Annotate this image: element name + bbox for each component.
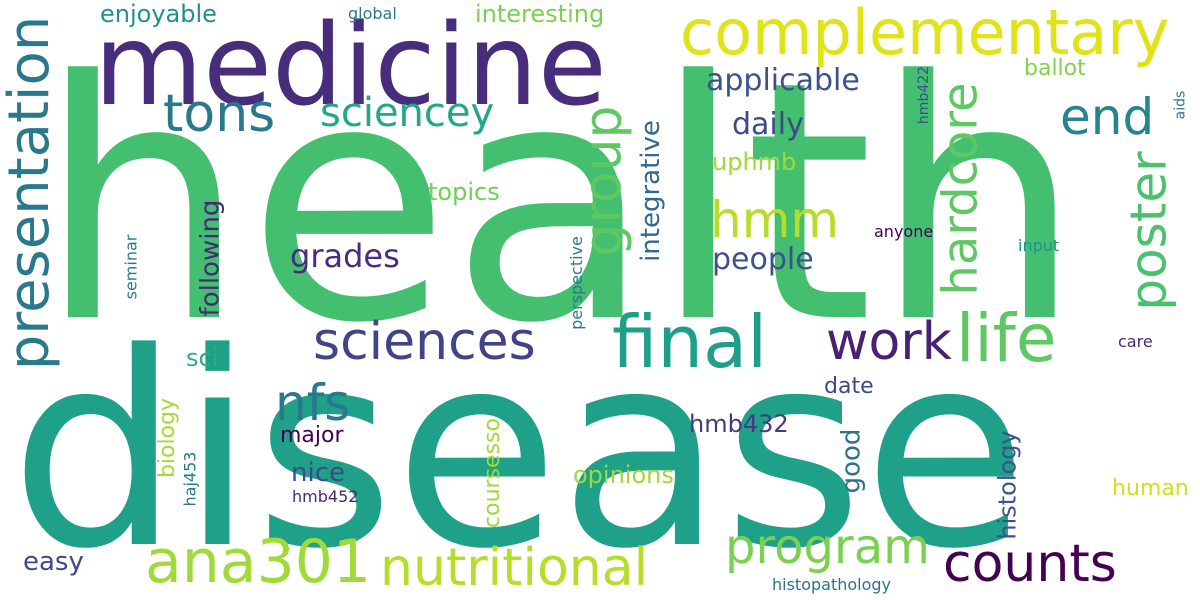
word-group: group — [573, 105, 634, 257]
word-input: input — [1018, 236, 1060, 255]
word-grades: grades — [290, 237, 400, 275]
word-program: program — [725, 519, 930, 575]
word-easy: easy — [23, 547, 84, 577]
word-nice: nice — [291, 458, 345, 488]
word-date: date — [824, 374, 874, 399]
word-haj453: haj453 — [180, 451, 200, 507]
word-hmb452: hmb452 — [292, 487, 359, 506]
word-tons: tons — [163, 84, 276, 144]
word-ballot: ballot — [1024, 56, 1086, 81]
word-people: people — [712, 242, 814, 277]
word-final: final — [612, 300, 768, 384]
word-aids: aids — [1172, 90, 1189, 120]
word-disease: disease — [10, 296, 1028, 600]
word-anyone: anyone — [874, 222, 934, 241]
word-sci: sci — [186, 344, 219, 372]
word-nfs: nfs — [275, 374, 351, 432]
word-seminar: seminar — [121, 234, 141, 300]
word-daily: daily — [732, 107, 804, 142]
word-histology: histology — [993, 430, 1022, 540]
word-good: good — [836, 428, 867, 494]
word-human: human — [1112, 476, 1189, 501]
word-coursesso: coursesso — [479, 418, 505, 528]
word-counts: counts — [943, 534, 1117, 594]
word-uphmb: uphmb — [712, 148, 797, 176]
word-life: life — [956, 300, 1057, 377]
word-hmb422: hmb422 — [916, 65, 933, 125]
word-hmb432: hmb432 — [689, 410, 789, 438]
word-hardcore: hardcore — [932, 82, 989, 296]
word-complementary: complementary — [680, 0, 1170, 69]
word-nutritional: nutritional — [380, 538, 649, 598]
word-perspective: perspective — [566, 236, 586, 330]
word-global: global — [348, 4, 397, 23]
word-care: care — [1118, 332, 1153, 351]
word-enjoyable: enjoyable — [100, 0, 217, 28]
word-integrative: integrative — [635, 120, 666, 262]
word-end: end — [1060, 88, 1155, 146]
word-sciencey: sciencey — [320, 90, 495, 136]
word-health: health — [38, 11, 1083, 395]
word-work: work — [826, 312, 952, 372]
word-interesting: interesting — [475, 0, 605, 28]
word-applicable: applicable — [706, 63, 860, 98]
word-opinions: opinions — [573, 461, 674, 489]
word-hmm: hmm — [710, 191, 840, 249]
word-presentation: presentation — [0, 15, 63, 371]
word-ana301: ana301 — [145, 527, 372, 597]
word-histopathology: histopathology — [772, 575, 892, 594]
word-following: following — [195, 199, 226, 317]
word-medicine: medicine — [94, 1, 607, 131]
word-topics: topics — [428, 178, 500, 206]
word-biology: biology — [155, 397, 181, 479]
word-poster: poster — [1119, 151, 1178, 311]
word-major: major — [280, 423, 344, 448]
word-sciences: sciences — [313, 312, 536, 372]
